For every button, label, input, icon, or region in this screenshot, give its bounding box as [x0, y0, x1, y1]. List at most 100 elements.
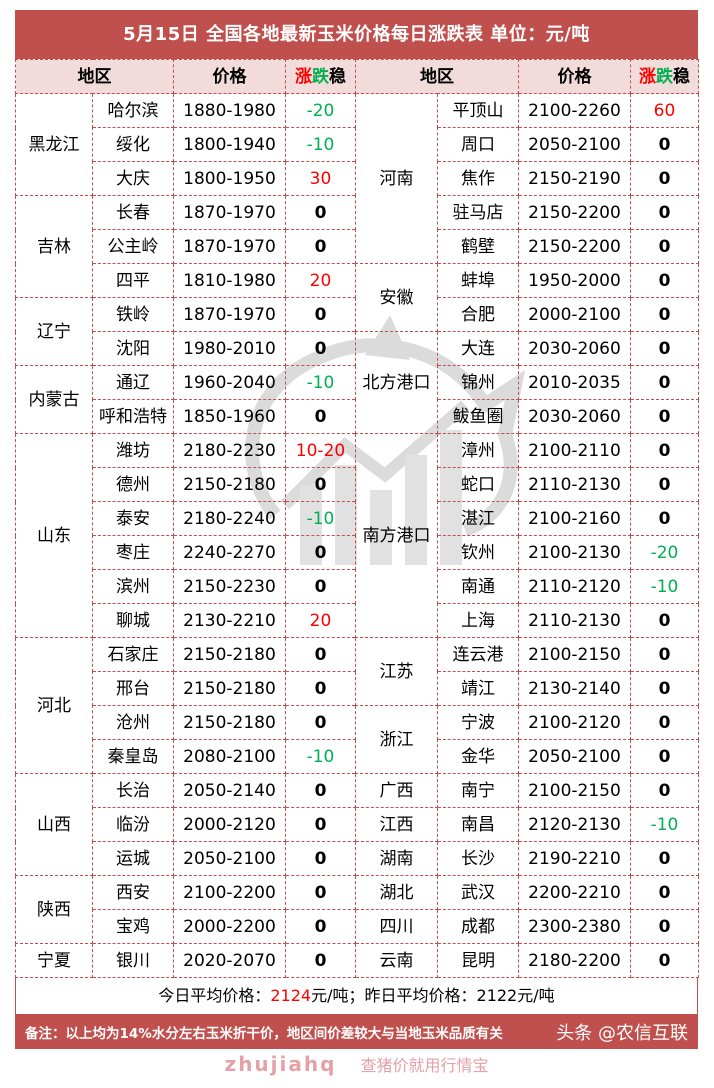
change-cell: 0	[630, 705, 699, 740]
change-cell: -10	[285, 127, 356, 162]
city-cell: 通辽	[92, 365, 174, 400]
change-cell: 0	[285, 297, 356, 332]
region-cell: 湖南	[355, 841, 438, 876]
city-cell: 聊城	[92, 603, 174, 638]
change-cell: 0	[285, 671, 356, 706]
header-up: 涨	[295, 66, 312, 87]
table-row: 德州 2150-2180 0 蛇口 2110-2130 0	[16, 467, 699, 502]
price-cell: 2000-2100	[518, 297, 631, 332]
city-cell: 长治	[92, 773, 174, 808]
today-avg-unit: 元/吨；	[311, 986, 365, 1005]
price-cell: 2080-2100	[173, 739, 286, 774]
price-cell: 2190-2210	[518, 841, 631, 876]
price-cell: 2100-2150	[518, 637, 631, 672]
table-title: 5月15日 全国各地最新玉米价格每日涨跌表 单位：元/吨	[15, 10, 698, 59]
price-cell: 2130-2140	[518, 671, 631, 706]
city-cell: 焦作	[437, 161, 519, 196]
price-cell: 1950-2000	[518, 263, 631, 298]
price-cell: 2240-2270	[173, 535, 286, 570]
price-cell: 1870-1970	[173, 195, 286, 230]
city-cell: 公主岭	[92, 229, 174, 264]
table-row: 河北 石家庄 2150-2180 0 江苏 连云港 2100-2150 0	[15, 637, 699, 774]
price-cell: 2100-2120	[518, 705, 631, 740]
region-cell: 云南	[355, 943, 438, 978]
price-cell: 2150-2180	[173, 671, 286, 706]
city-cell: 银川	[92, 943, 174, 978]
region-cell: 河北	[15, 637, 93, 774]
price-cell: 2150-2200	[518, 229, 631, 264]
table-row: 山东 潍坊 2180-2230 10-20 南方港口 漳州 2100-2110 0	[15, 433, 699, 638]
price-cell: 2020-2070	[173, 943, 286, 978]
change-cell: 0	[630, 331, 699, 366]
change-cell: 0	[630, 841, 699, 876]
price-cell: 2120-2130	[518, 807, 631, 842]
region-cell: 安徽	[355, 263, 438, 332]
price-cell: 2150-2190	[518, 161, 631, 196]
price-table-container: 5月15日 全国各地最新玉米价格每日涨跌表 单位：元/吨 地区 价格 涨跌稳 地…	[15, 10, 699, 1079]
region-cell: 陕西	[15, 875, 93, 944]
region-cell: 吉林	[15, 195, 93, 298]
city-cell: 蛇口	[437, 467, 519, 502]
price-cell: 2100-2130	[518, 535, 631, 570]
change-cell: 0	[285, 399, 356, 434]
table-row: 运城 2050-2100 0 湖南 长沙 2190-2210 0	[16, 841, 699, 876]
city-cell: 锦州	[437, 365, 519, 400]
region-cell: 广西	[355, 773, 438, 808]
change-cell: 0	[630, 127, 699, 162]
price-cell: 1800-1940	[173, 127, 286, 162]
change-cell: 0	[285, 943, 356, 978]
price-cell: 2200-2210	[518, 875, 631, 910]
header-region: 地区	[355, 59, 519, 94]
price-cell: 2030-2060	[518, 331, 631, 366]
city-cell: 鲅鱼圈	[437, 399, 519, 434]
footnote: 备注：以上均为14%水分左右玉米折干价，地区间价差较大与当地玉米品质有关	[25, 1026, 503, 1042]
price-cell: 2150-2200	[518, 195, 631, 230]
table-row: 绥化 1800-1940 -10 周口 2050-2100 0	[16, 127, 699, 162]
price-cell: 2180-2240	[173, 501, 286, 536]
table-row: 宁夏 银川 2020-2070 0 云南 昆明 2180-2200 0	[15, 943, 699, 978]
city-cell: 周口	[437, 127, 519, 162]
city-cell: 漳州	[437, 433, 519, 468]
header-change: 涨跌稳	[285, 59, 356, 94]
city-cell: 长沙	[437, 841, 519, 876]
city-cell: 南昌	[437, 807, 519, 842]
price-cell: 2000-2120	[173, 807, 286, 842]
change-cell: 0	[630, 263, 699, 298]
yesterday-avg-label: 昨日平均价格：	[364, 986, 477, 1005]
city-cell: 运城	[92, 841, 174, 876]
average-price: 今日平均价格：2124元/吨；昨日平均价格：2122元/吨	[15, 978, 698, 1015]
city-cell: 长春	[92, 195, 174, 230]
city-cell: 西安	[92, 875, 174, 910]
region-cell: 南方港口	[355, 433, 438, 638]
city-cell: 连云港	[437, 637, 519, 672]
city-cell: 南宁	[437, 773, 519, 808]
city-cell: 金华	[437, 739, 519, 774]
change-cell: 0	[285, 807, 356, 842]
change-cell: -10	[630, 807, 699, 842]
table-row: 吉林 长春 1870-1970 0 驻马店 2150-2200 0	[15, 195, 699, 298]
price-cell: 2300-2380	[518, 909, 631, 944]
city-cell: 上海	[437, 603, 519, 638]
city-cell: 四平	[92, 263, 174, 298]
change-cell: 60	[630, 93, 699, 128]
change-cell: 0	[630, 161, 699, 196]
header-flat: 稳	[673, 66, 690, 87]
change-cell: -10	[630, 569, 699, 604]
header-flat: 稳	[329, 66, 346, 87]
today-avg-value: 2124	[270, 986, 312, 1005]
city-cell: 沈阳	[92, 331, 174, 366]
header-price: 价格	[518, 59, 631, 94]
table-row: 黑龙江 哈尔滨 1880-1980 -20 河南 平顶山 2100-2260 60	[15, 93, 699, 264]
region-cell: 北方港口	[355, 331, 438, 434]
change-cell: 0	[285, 195, 356, 230]
region-cell: 江苏	[355, 637, 438, 706]
city-cell: 哈尔滨	[92, 93, 174, 128]
price-cell: 2150-2180	[173, 637, 286, 672]
price-cell: 2130-2210	[173, 603, 286, 638]
watermark-strip: zhujiahq 查猪价就用行情宝	[15, 1049, 698, 1079]
price-cell: 2050-2100	[518, 739, 631, 774]
change-cell: -10	[285, 365, 356, 400]
region-cell: 黑龙江	[15, 93, 93, 196]
city-cell: 呼和浩特	[92, 399, 174, 434]
change-cell: 0	[630, 467, 699, 502]
